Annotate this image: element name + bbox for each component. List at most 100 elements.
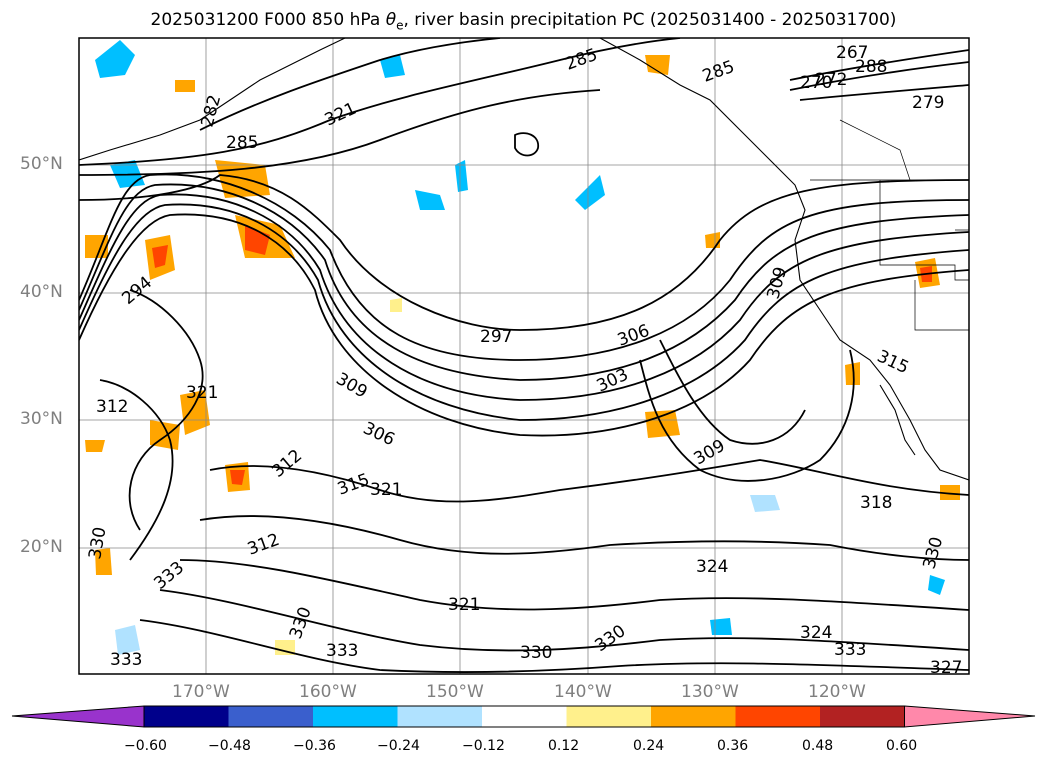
colorbar-segment	[820, 706, 905, 727]
precip-blob	[115, 625, 140, 655]
contour-line	[99, 379, 174, 561]
precip-blob	[152, 245, 168, 268]
precip-blob	[95, 548, 112, 575]
precip-blob	[415, 190, 445, 210]
precip-blob	[750, 495, 780, 512]
theta-e-contours	[79, 38, 969, 673]
contour-label: 288	[855, 57, 887, 77]
contour-label: 312	[96, 397, 128, 417]
lon-label-120w: 120°W	[808, 682, 866, 702]
colorbar-tick-label: 0.60	[886, 738, 918, 754]
contour-closed	[514, 132, 539, 157]
colorbar-tick-label: −0.36	[293, 738, 336, 754]
contour-label: 321	[186, 383, 218, 403]
chart-title: 2025031200 F000 850 hPa θe, river basin …	[0, 10, 1047, 32]
coastlines	[79, 38, 969, 481]
colorbar-segment	[228, 706, 313, 727]
colorbar-segment	[482, 706, 567, 727]
precip-blob	[710, 618, 732, 635]
lon-label-140w: 140°W	[554, 682, 612, 702]
precip-blob	[245, 225, 270, 255]
contour-line	[79, 183, 969, 381]
precip-blob	[150, 420, 180, 450]
coastline-alaska	[79, 38, 346, 161]
contour-line	[179, 559, 969, 611]
lon-label-150w: 150°W	[426, 682, 484, 702]
colorbar-tick-label: −0.24	[377, 738, 420, 754]
coastline-baja	[879, 384, 916, 456]
contour-line	[139, 619, 969, 673]
colorbar-segment	[144, 706, 229, 727]
title-rest: , river basin precipitation PC (20250314…	[403, 10, 897, 30]
contour-line	[639, 349, 855, 482]
precip-blob	[575, 175, 605, 210]
colorbar-frame	[143, 705, 905, 728]
precip-blob	[845, 362, 860, 385]
contour-label: 327	[930, 658, 962, 678]
colorbar-segment	[397, 706, 482, 727]
contour-line	[209, 459, 969, 503]
title-main: 2025031200 F000 850 hPa	[150, 10, 386, 30]
coastline-north-america	[599, 38, 969, 481]
contour-line	[199, 515, 969, 561]
contour-label: 285	[226, 133, 258, 153]
contour-label: 321	[448, 595, 480, 615]
precip-blob	[390, 298, 402, 312]
precip-blob	[85, 440, 105, 452]
contour-line	[659, 339, 806, 445]
contour-label: 297	[480, 327, 512, 347]
contour-label: 272	[815, 70, 847, 90]
lat-label-30n: 30°N	[20, 409, 63, 429]
contour-line	[799, 84, 969, 101]
contour-line	[789, 49, 969, 81]
contour-label: 279	[912, 93, 944, 113]
contour-label: 318	[860, 493, 892, 513]
precip-blob	[645, 410, 680, 438]
contour-label: 330	[520, 643, 552, 663]
title-subscript: e	[396, 18, 404, 33]
lon-label-170w: 170°W	[172, 682, 230, 702]
colorbar-tick-label: 0.36	[717, 738, 749, 754]
graticule	[79, 38, 969, 674]
contour-label: 324	[696, 557, 728, 577]
contour-line	[159, 589, 969, 652]
political-borders	[810, 119, 969, 331]
contour-label: 324	[800, 623, 832, 643]
precip-blob	[380, 55, 405, 78]
contour-line	[79, 203, 969, 421]
contour-label: 333	[110, 650, 142, 670]
colorbar-tick-label: −0.48	[208, 738, 251, 754]
colorbar-tick-label: 0.24	[633, 738, 665, 754]
lat-label-50n: 50°N	[20, 154, 63, 174]
colorbar-extend-right	[904, 705, 1036, 728]
colorbar-extend-left	[11, 705, 145, 728]
contour-line	[79, 174, 969, 331]
colorbar-segment	[651, 706, 736, 727]
colorbar	[11, 705, 1036, 728]
colorbar-tick-label: −0.12	[462, 738, 505, 754]
precip-blob	[180, 390, 210, 435]
precip-blob	[928, 575, 945, 595]
title-theta: θ	[385, 10, 397, 30]
contour-label: 333	[326, 641, 358, 661]
contour-line	[79, 89, 601, 176]
border-line	[914, 280, 969, 331]
contour-line	[79, 213, 969, 437]
colorbar-segment	[735, 706, 820, 727]
precip-blob	[275, 640, 295, 655]
contour-line	[128, 289, 204, 531]
precip-blob	[175, 80, 195, 92]
contour-line	[79, 38, 681, 166]
lat-label-40n: 40°N	[20, 282, 63, 302]
contour-label: 270	[800, 73, 832, 93]
precip-blob	[95, 40, 135, 78]
precip-blob	[230, 470, 245, 485]
border-line	[839, 119, 911, 181]
contour-label: 267	[836, 43, 868, 63]
map-panel	[79, 38, 969, 674]
contour-label: 333	[834, 640, 866, 660]
contour-line	[199, 38, 501, 131]
lat-label-20n: 20°N	[20, 537, 63, 557]
